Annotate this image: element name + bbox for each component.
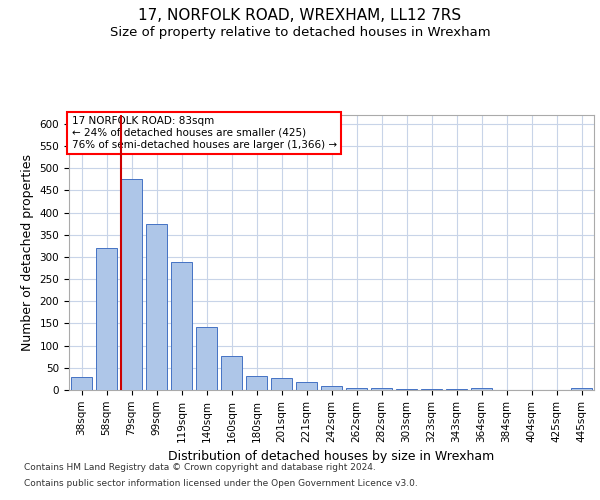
Bar <box>346 388 367 390</box>
Text: Contains HM Land Registry data © Crown copyright and database right 2024.: Contains HM Land Registry data © Crown c… <box>24 462 376 471</box>
Bar <box>246 376 267 390</box>
Bar <box>96 248 117 390</box>
Bar <box>296 382 317 390</box>
Bar <box>471 388 492 390</box>
Bar <box>571 388 592 390</box>
Y-axis label: Number of detached properties: Number of detached properties <box>21 154 34 351</box>
Text: 17, NORFOLK ROAD, WREXHAM, LL12 7RS: 17, NORFOLK ROAD, WREXHAM, LL12 7RS <box>139 8 461 22</box>
Bar <box>196 326 217 390</box>
Bar <box>171 262 192 390</box>
Text: 17 NORFOLK ROAD: 83sqm
← 24% of detached houses are smaller (425)
76% of semi-de: 17 NORFOLK ROAD: 83sqm ← 24% of detached… <box>71 116 337 150</box>
Bar <box>271 378 292 390</box>
X-axis label: Distribution of detached houses by size in Wrexham: Distribution of detached houses by size … <box>169 450 494 463</box>
Bar <box>421 388 442 390</box>
Bar <box>71 376 92 390</box>
Bar <box>396 388 417 390</box>
Bar <box>371 388 392 390</box>
Bar <box>146 224 167 390</box>
Text: Size of property relative to detached houses in Wrexham: Size of property relative to detached ho… <box>110 26 490 39</box>
Bar <box>221 356 242 390</box>
Bar <box>446 388 467 390</box>
Text: Contains public sector information licensed under the Open Government Licence v3: Contains public sector information licen… <box>24 479 418 488</box>
Bar <box>321 386 342 390</box>
Bar <box>121 180 142 390</box>
